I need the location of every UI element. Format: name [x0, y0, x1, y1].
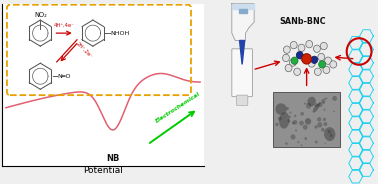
Text: NHOH: NHOH [110, 31, 129, 36]
Bar [273, 92, 340, 147]
Text: 4H⁺,4e⁻: 4H⁺,4e⁻ [54, 23, 75, 28]
Polygon shape [232, 4, 254, 40]
Circle shape [323, 66, 330, 74]
Circle shape [291, 134, 296, 140]
FancyBboxPatch shape [232, 49, 253, 97]
Polygon shape [239, 9, 247, 13]
Circle shape [333, 111, 335, 112]
Ellipse shape [324, 127, 335, 141]
X-axis label: Potential: Potential [83, 166, 123, 175]
FancyBboxPatch shape [237, 95, 248, 105]
Circle shape [290, 41, 297, 49]
Circle shape [285, 142, 288, 145]
Circle shape [290, 112, 291, 114]
Circle shape [314, 125, 318, 129]
Circle shape [275, 123, 279, 126]
Text: 2H⁺,2e⁻: 2H⁺,2e⁻ [75, 41, 93, 59]
Circle shape [324, 98, 325, 100]
Circle shape [294, 68, 301, 75]
Circle shape [287, 119, 290, 123]
Circle shape [315, 103, 318, 107]
Circle shape [330, 134, 333, 137]
Circle shape [321, 42, 327, 50]
Circle shape [297, 141, 299, 143]
Circle shape [284, 46, 290, 53]
Polygon shape [239, 96, 246, 103]
Circle shape [285, 64, 292, 72]
Circle shape [294, 115, 296, 117]
Circle shape [295, 129, 297, 132]
Circle shape [290, 59, 296, 66]
Circle shape [313, 45, 321, 52]
Text: SANb-BNC: SANb-BNC [279, 17, 325, 26]
Circle shape [289, 116, 291, 118]
Circle shape [301, 54, 307, 62]
Ellipse shape [279, 112, 290, 129]
Ellipse shape [313, 103, 320, 113]
Circle shape [324, 122, 327, 126]
Polygon shape [240, 40, 245, 64]
Circle shape [321, 128, 325, 132]
Circle shape [321, 99, 325, 104]
Circle shape [308, 60, 315, 67]
Circle shape [293, 120, 297, 125]
Circle shape [296, 52, 303, 59]
Circle shape [282, 54, 290, 62]
Circle shape [302, 54, 311, 64]
Circle shape [328, 130, 331, 133]
Ellipse shape [276, 103, 287, 115]
Circle shape [323, 102, 324, 104]
Circle shape [325, 57, 332, 64]
Text: N═O: N═O [57, 74, 70, 79]
Circle shape [325, 98, 327, 100]
Circle shape [330, 61, 337, 68]
Circle shape [324, 142, 326, 144]
Circle shape [286, 107, 289, 110]
Circle shape [315, 140, 318, 144]
Polygon shape [232, 4, 254, 9]
Circle shape [298, 44, 305, 52]
Circle shape [317, 122, 322, 128]
Circle shape [314, 68, 321, 75]
Circle shape [318, 102, 322, 107]
Text: Electrochemical: Electrochemical [155, 91, 201, 123]
Circle shape [324, 109, 325, 111]
Circle shape [319, 102, 321, 105]
Circle shape [278, 116, 282, 121]
Circle shape [303, 125, 308, 130]
Circle shape [306, 103, 311, 109]
Circle shape [304, 137, 307, 140]
Circle shape [332, 96, 337, 101]
Ellipse shape [305, 118, 311, 125]
Circle shape [318, 53, 325, 61]
Circle shape [311, 56, 318, 63]
Circle shape [301, 144, 302, 146]
Circle shape [304, 102, 306, 105]
Circle shape [306, 40, 313, 48]
Circle shape [319, 61, 325, 68]
Ellipse shape [307, 97, 316, 106]
Text: GCE: GCE [234, 71, 250, 77]
Circle shape [291, 57, 298, 64]
Circle shape [317, 117, 321, 122]
Circle shape [299, 121, 304, 125]
Circle shape [301, 112, 304, 116]
Circle shape [292, 121, 294, 124]
Text: NO₂: NO₂ [34, 12, 47, 18]
Circle shape [323, 118, 326, 121]
Text: NB: NB [107, 155, 120, 164]
